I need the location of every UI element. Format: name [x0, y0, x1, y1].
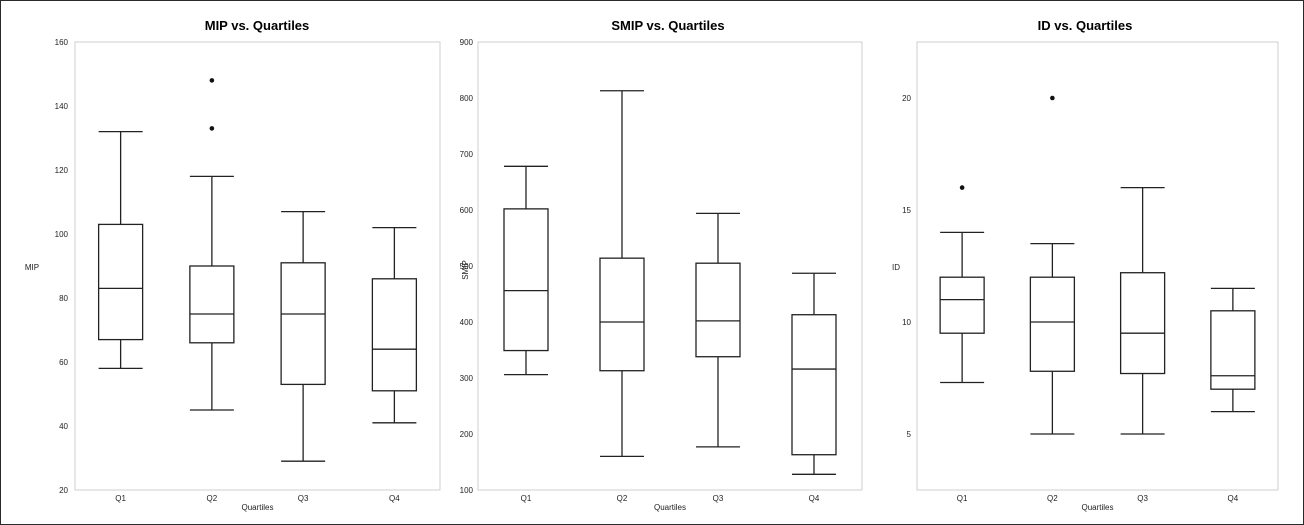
plot-area [916, 41, 1279, 491]
y-tick-label: 100 [460, 486, 474, 495]
x-tick-label: Q4 [389, 494, 400, 503]
iqr-box [695, 262, 741, 358]
x-tick-label: Q1 [521, 494, 532, 503]
y-tick-label: 140 [55, 102, 69, 111]
outlier-point [1050, 95, 1055, 101]
iqr-box [97, 223, 144, 341]
box-q4 [1210, 287, 1256, 413]
iqr-box [791, 314, 837, 456]
x-tick-label: Q4 [1228, 494, 1239, 503]
y-tick-label: 10 [902, 318, 911, 327]
y-tick-label: 5 [907, 430, 912, 439]
chart-title: MIP vs. Quartiles [205, 18, 310, 33]
x-tick-label: Q2 [617, 494, 628, 503]
box-q1 [503, 165, 549, 376]
box-q4 [791, 272, 837, 475]
iqr-box [280, 262, 326, 386]
iqr-box [189, 265, 235, 344]
x-tick-label: Q3 [1137, 494, 1148, 503]
box-q3 [280, 210, 326, 462]
x-axis-label: Quartiles [241, 503, 273, 512]
box-q3 [1119, 186, 1166, 435]
y-axis-label: MIP [25, 263, 39, 272]
x-tick-label: Q2 [207, 494, 218, 503]
outlier-point [959, 185, 965, 190]
y-tick-label: 60 [59, 358, 68, 367]
box-q3 [695, 212, 741, 448]
y-tick-label: 160 [55, 38, 69, 47]
iqr-box [1210, 310, 1256, 390]
y-tick-label: 500 [460, 262, 474, 271]
y-axis-label: SMIP [461, 260, 470, 280]
box-q2 [599, 90, 645, 458]
box-q2 [1029, 95, 1076, 435]
y-tick-label: 300 [460, 374, 474, 383]
iqr-box [599, 257, 645, 372]
box-q1 [939, 185, 985, 384]
x-tick-label: Q2 [1047, 494, 1058, 503]
chart-title: SMIP vs. Quartiles [611, 18, 724, 33]
y-tick-label: 120 [55, 166, 69, 175]
panel-1: MIP vs. Quartiles 20 40 60 80 100 120 140 160 MIP… [25, 18, 441, 512]
y-axis-label: ID [892, 263, 900, 272]
box-q1 [97, 130, 144, 370]
iqr-box [1119, 272, 1166, 375]
y-tick-label: 15 [902, 206, 911, 215]
iqr-box [939, 276, 985, 334]
panel-3: ID vs. Quartiles 5 10 15 20 ID Q1 Q2 Q3 Q4 Quartil… [892, 18, 1279, 512]
y-tick-label: 200 [460, 430, 474, 439]
y-tick-label: 600 [460, 206, 474, 215]
y-tick-label: 100 [55, 230, 69, 239]
y-tick-label: 80 [59, 294, 68, 303]
y-tick-label: 20 [902, 94, 911, 103]
iqr-box [371, 278, 418, 392]
y-tick-label: 40 [59, 422, 68, 431]
outlier-point [209, 78, 215, 83]
outlier-point [209, 126, 215, 131]
x-tick-label: Q1 [115, 494, 126, 503]
y-tick-label: 400 [460, 318, 474, 327]
box-q4 [371, 226, 418, 424]
y-tick-label: 800 [460, 94, 474, 103]
x-tick-label: Q3 [298, 494, 309, 503]
chart-title: ID vs. Quartiles [1038, 18, 1133, 33]
x-tick-label: Q4 [809, 494, 820, 503]
iqr-box [1029, 276, 1076, 372]
x-axis-label: Quartiles [654, 503, 686, 512]
iqr-box [503, 208, 549, 352]
x-axis-label: Quartiles [1081, 503, 1113, 512]
x-tick-label: Q3 [713, 494, 724, 503]
y-tick-label: 900 [460, 38, 474, 47]
box-q2 [189, 78, 235, 411]
y-tick-label: 20 [59, 486, 68, 495]
y-tick-label: 700 [460, 150, 474, 159]
panel-2: SMIP vs. Quartiles 100 200 300 400 500 600 700 8… [460, 18, 863, 512]
x-tick-label: Q1 [957, 494, 968, 503]
